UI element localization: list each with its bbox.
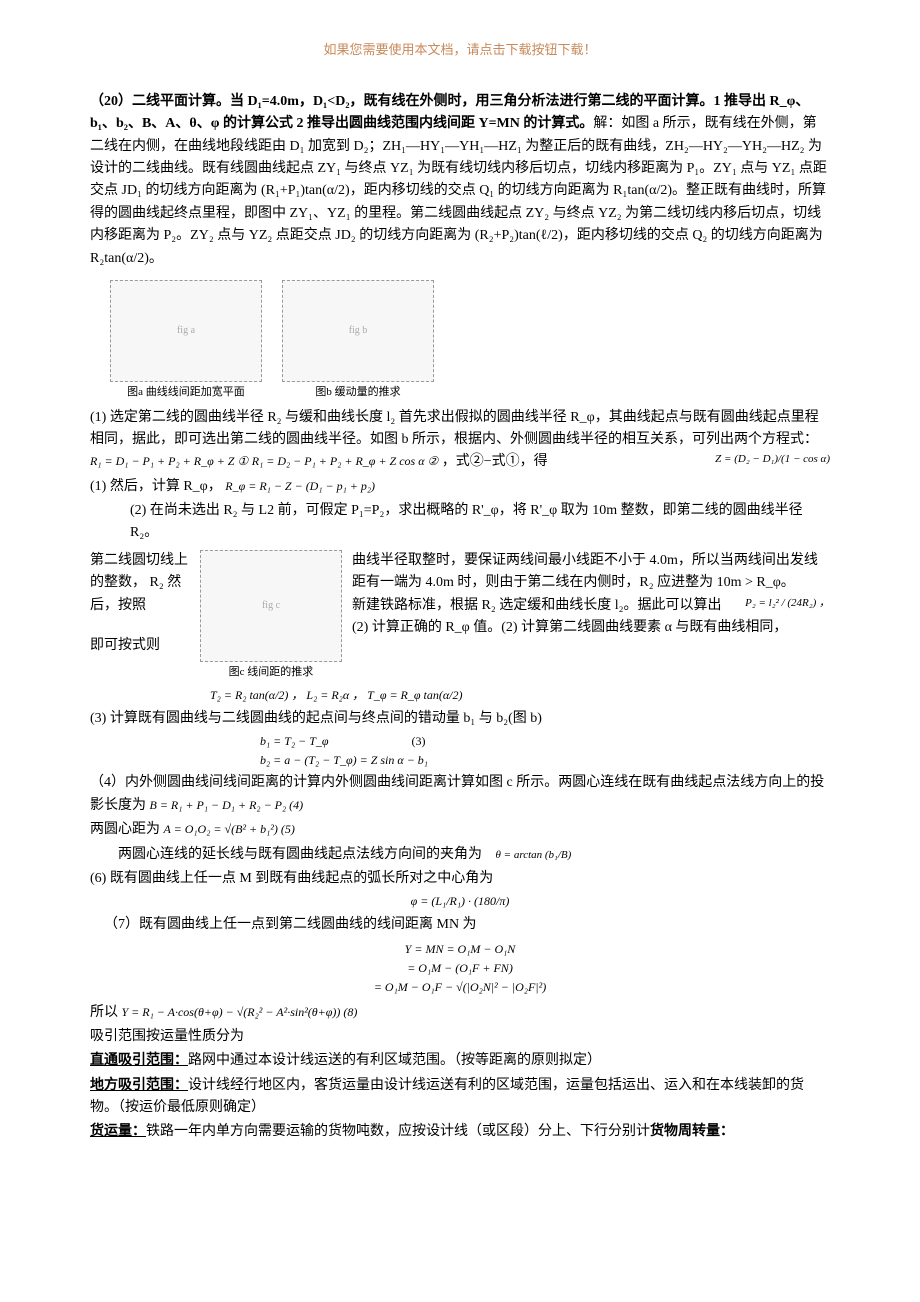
eq-b: B = R₁ + P₁ − D₁ + R₂ − P₂ (4): [150, 798, 304, 812]
step9-text: 所以: [90, 1005, 118, 1020]
eq-z: Z = (D₂ − D₁)/(1 − cos α): [715, 451, 830, 469]
figure-a-caption: 图a 曲线线间距加宽平面: [127, 384, 245, 402]
step-1b: (2) 在尚未选出 R₂ 与 L2 前，可假定 P₁=P₂，求出概略的 R'_φ…: [130, 500, 830, 545]
wrap-section: 第二线圆切线上的整数， R₂ 然后，按照 即可按式则 fig c 图c 线间距的…: [90, 550, 830, 682]
eq-phi: φ = (L₁/R₁) · (180/π): [90, 892, 830, 911]
header-note: 如果您需要使用本文档，请点击下载按钮下载！: [90, 40, 830, 61]
figure-c: fig c 图c 线间距的推求: [200, 550, 342, 682]
step6-text: 两圆心连线的延长线与既有圆曲线起点法线方向间的夹角为: [118, 847, 482, 862]
wrap-left1: 第二线圆切线上的整数， R₂ 然后，按照: [90, 550, 190, 617]
eq-y-center: Y = MN = O₁M − O₁N = O₁M − (O₁F + FN) = …: [90, 940, 830, 998]
figure-c-image: fig c: [200, 550, 342, 662]
figure-a: fig a 图a 曲线线间距加宽平面: [110, 280, 262, 402]
eq-p2: P₂ = l₂² / (24R₂) ，: [745, 595, 830, 613]
step1a-text: (1) 然后，计算 R_φ，: [90, 479, 222, 494]
def-2: 地方吸引范围：设计线经行地区内，客货运量由设计线运送有利的区域范围，运量包括运出…: [90, 1075, 830, 1120]
step-4: （4）内外侧圆曲线间线间距离的计算内外侧圆曲线间距离计算如图 c 所示。两圆心连…: [90, 772, 830, 817]
figure-b: fig b 图b 缓动量的推求: [282, 280, 434, 402]
step1-text: (1) 选定第二线的圆曲线半径 R₂ 与缓和曲线长度 l₂ 首先求出假拟的圆曲线…: [90, 410, 819, 447]
step-9: 所以 Y = R₁ − A·cos(θ+φ) − √(R₂² − A²·sin²…: [90, 1002, 830, 1024]
eq-a: A = O₁O₂ = √(B² + b₁²) (5): [164, 822, 295, 836]
eq-rphi: R_φ = R₁ − Z − (D₁ − p₁ + p₂): [225, 479, 375, 493]
title-paragraph: （20）二线平面计算。当 D₁=4.0m，D₁<D₂，既有线在外侧时，用三角分析…: [90, 91, 830, 270]
def2-body: 设计线经行地区内，客货运量由设计线运送有利的区域范围，运量包括运出、运入和在本线…: [90, 1078, 804, 1115]
step-3: (3) 计算既有圆曲线与二线圆曲线的起点间与终点间的错动量 b₁ 与 b₂(图 …: [90, 708, 830, 730]
def1-term: 直通吸引范围：: [90, 1053, 188, 1068]
figure-a-image: fig a: [110, 280, 262, 382]
def3-term: 货运量：: [90, 1124, 146, 1139]
eq-num3: (3): [412, 734, 426, 748]
wrap-right2-line: 新建铁路标准，根据 R₂ 选定缓和曲线长度 l₂。据此可以算出 P₂ = l₂²…: [352, 595, 830, 617]
eq-b1: b₁ = T₂ − T_φ: [260, 734, 329, 748]
step-1: (1) 选定第二线的圆曲线半径 R₂ 与缓和曲线长度 l₂ 首先求出假拟的圆曲线…: [90, 407, 830, 474]
eq-r1a: R₁ = D₁ − P₁ + P₂ + R_φ + Z ①: [90, 454, 248, 468]
figure-row-ab: fig a 图a 曲线线间距加宽平面 fig b 图b 缓动量的推求: [110, 280, 830, 402]
def-3: 货运量：铁路一年内单方向需要运输的货物吨数，应按设计线（或区段）分上、下行分别计…: [90, 1121, 830, 1143]
def3-tail: 货物周转量：: [650, 1124, 734, 1139]
eq-diff-text: ，式②−式①，得: [442, 454, 548, 469]
wrap-left-col: 第二线圆切线上的整数， R₂ 然后，按照 即可按式则: [90, 550, 190, 658]
figure-b-caption: 图b 缓动量的推求: [315, 384, 400, 402]
wrap-right-col: 曲线半径取整时，要保证两线间最小线距不小于 4.0m，所以当两线间出发线距有一端…: [352, 550, 830, 640]
step-1a: (1) 然后，计算 R_φ， R_φ = R₁ − Z − (D₁ − p₁ +…: [90, 476, 830, 498]
eq-b1-line: b₁ = T₂ − T_φ (3): [260, 732, 830, 751]
step5-text: 两圆心距为: [90, 822, 160, 837]
step-5: 两圆心距为 A = O₁O₂ = √(B² + b₁²) (5): [90, 819, 830, 841]
step-7: (6) 既有圆曲线上任一点 M 到既有曲线起点的弧长所对之中心角为: [90, 868, 830, 890]
def2-term: 地方吸引范围：: [90, 1078, 188, 1093]
eq-r1b: R₁ = D₂ − P₁ + P₂ + R_φ + Z cos α ②: [252, 454, 439, 468]
wrap-left2: 即可按式则: [90, 635, 190, 657]
wrap-right3: (2) 计算正确的 R_φ 值。(2) 计算第二线圆曲线要素 α 与既有曲线相同…: [352, 617, 830, 639]
eq-t2: T₂ = R₂ tan(α/2) ， L₂ = R₂α ， T_φ = R_φ …: [210, 686, 830, 705]
step-8: （7）既有圆曲线上任一点到第二线圆曲线的线间距离 MN 为: [104, 914, 830, 936]
eq-theta: θ = arctan (b₁/B): [496, 849, 572, 861]
def1-body: 路网中通过本设计线运送的有利区域范围。（按等距离的原则拟定）: [188, 1053, 601, 1068]
eq-y: Y = R₁ − A·cos(θ+φ) − √(R₂² − A²·sin²(θ+…: [122, 1005, 358, 1019]
body-text-1: 解：如图 a 所示，既有线在外侧，第二线在内侧，在曲线地段线距由 D₁ 加宽到 …: [90, 116, 827, 265]
defs-intro: 吸引范围按运量性质分为: [90, 1026, 830, 1048]
figure-b-image: fig b: [282, 280, 434, 382]
def3-body: 铁路一年内单方向需要运输的货物吨数，应按设计线（或区段）分上、下行分别计: [146, 1124, 650, 1139]
wrap-right2: 新建铁路标准，根据 R₂ 选定缓和曲线长度 l₂。据此可以算出: [352, 598, 722, 613]
eq-b2: b₂ = a − (T₂ − T_φ) = Z sin α − b₁: [260, 751, 830, 770]
wrap-right1: 曲线半径取整时，要保证两线间最小线距不小于 4.0m，所以当两线间出发线距有一端…: [352, 550, 830, 595]
figure-c-caption: 图c 线间距的推求: [229, 664, 314, 682]
step-6: 两圆心连线的延长线与既有圆曲线起点法线方向间的夹角为 θ = arctan (b…: [90, 844, 830, 866]
def-1: 直通吸引范围：路网中通过本设计线运送的有利区域范围。（按等距离的原则拟定）: [90, 1050, 830, 1072]
